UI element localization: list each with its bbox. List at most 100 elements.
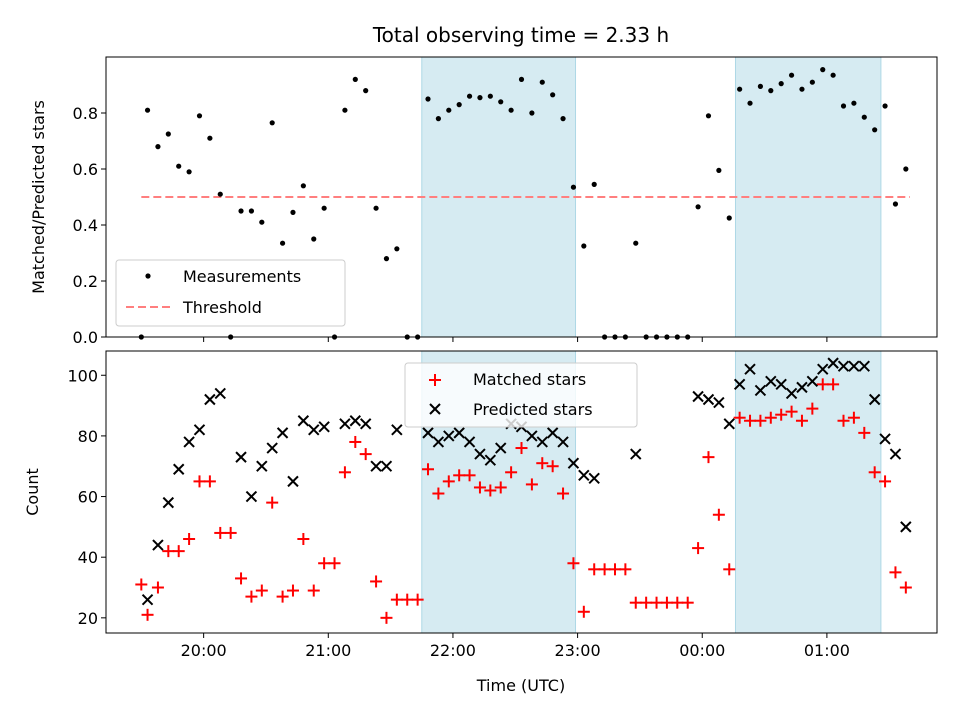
top-y-tick-label: 0.0 [73, 328, 98, 347]
measurement-point [809, 79, 815, 85]
legend-marker-measurements [145, 273, 151, 279]
matched-stars-point [899, 581, 912, 594]
predicted-stars-point [245, 490, 258, 503]
top-panel: 0.00.20.40.60.8 Matched/Predicted stars … [29, 56, 938, 347]
measurement-point [373, 205, 379, 211]
measurement-point [311, 236, 317, 242]
x-tick-label: 23:00 [555, 641, 601, 660]
matched-stars-point [473, 481, 486, 494]
matched-stars-point [567, 557, 580, 570]
top-y-ticks: 0.0 0.2 0.4 0.6 0.8 [73, 104, 106, 347]
top-y-axis-label: Matched/Predicted stars [29, 100, 48, 294]
predicted-stars-point [287, 475, 299, 488]
matched-stars-point [577, 605, 590, 618]
matched-stars-point [619, 563, 632, 576]
predicted-stars-point [173, 463, 185, 475]
matched-stars-point [837, 414, 850, 427]
predicted-stars-point [266, 442, 278, 454]
predicted-stars-point [858, 360, 870, 372]
bottom-y-axis-label: Count [23, 468, 42, 516]
matched-stars-point [494, 481, 507, 494]
bottom-y-tick-label: 60 [78, 488, 98, 507]
matched-stars-point [827, 378, 840, 391]
matched-stars-point [557, 487, 570, 500]
matched-stars-point [432, 487, 445, 500]
measurement-point [207, 135, 213, 141]
x-tick-label: 21:00 [305, 641, 351, 660]
matched-stars-point [640, 596, 653, 609]
matched-stars-point [660, 596, 673, 609]
measurement-point [487, 93, 493, 99]
predicted-stars-point [297, 415, 310, 427]
measurement-point [259, 219, 265, 225]
matched-stars-point [338, 466, 351, 479]
measurement-point [695, 204, 701, 210]
x-tick-label: 20:00 [181, 641, 227, 660]
measurement-point [539, 79, 545, 85]
measurement-point [570, 184, 577, 190]
matched-stars-point [224, 526, 237, 539]
predicted-stars-point [557, 436, 569, 448]
matched-stars-point [692, 542, 705, 555]
measurement-point [342, 107, 348, 113]
measurement-point [518, 76, 525, 82]
measurement-point [477, 95, 483, 101]
matched-stars-point [255, 584, 268, 597]
bottom-axes-frame [105, 350, 938, 634]
matched-stars-point [328, 557, 341, 570]
matched-stars-point [370, 575, 383, 588]
predicted-stars-point [276, 427, 289, 439]
top-y-tick-label: 0.8 [73, 104, 98, 123]
top-y-tick-label: 0.2 [73, 272, 98, 291]
measurement-point [820, 67, 826, 73]
matched-stars-point [411, 593, 424, 606]
matched-stars-point [536, 457, 549, 470]
matched-stars-point [505, 466, 518, 479]
predicted-stars-point [702, 393, 715, 406]
predicted-stars-point [744, 363, 756, 375]
bottom-x-ticks: 20:00 21:00 22:00 23:00 00:00 01:00 [181, 633, 850, 660]
matched-stars-point [266, 496, 279, 509]
measurement-point [882, 103, 888, 109]
x-tick-label: 22:00 [430, 641, 476, 660]
measurement-point [851, 100, 857, 106]
matched-stars-point [608, 563, 621, 576]
measurement-points [138, 67, 909, 340]
predicted-stars-point [380, 460, 393, 472]
measurement-point [238, 208, 244, 214]
matched-stars-point [484, 484, 497, 497]
matched-stars-point [245, 590, 258, 603]
measurement-point [290, 209, 296, 215]
matched-stars-point [276, 590, 289, 603]
bottom-y-ticks: 20 40 60 80 100 [67, 366, 106, 628]
matched-stars-point [723, 563, 736, 576]
measurement-point [435, 116, 441, 122]
measurement-point [903, 166, 909, 172]
predicted-stars-point [339, 418, 351, 430]
matched-stars-point [702, 451, 715, 464]
top-y-tick-label: 0.6 [73, 160, 98, 179]
legend-marker-matched-stars [429, 374, 441, 386]
measurement-point [155, 144, 161, 150]
measurement-point [321, 205, 327, 211]
matched-stars-point [359, 448, 372, 461]
measurement-point [300, 183, 306, 189]
matched-stars-point [588, 563, 601, 576]
predicted-stars-point [183, 436, 195, 448]
legend-label-predicted-stars: Predicted stars [473, 400, 593, 419]
measurement-point [757, 83, 764, 89]
bottom-y-tick-label: 80 [78, 427, 98, 446]
matched-stars-point [546, 460, 559, 473]
matched-stars-point [380, 611, 393, 624]
matched-stars-point [463, 469, 476, 482]
predicted-stars-point [422, 427, 434, 439]
measurement-point [196, 113, 203, 119]
measurement-point [498, 99, 504, 105]
matched-stars-point [297, 533, 310, 545]
matched-stars-point [785, 405, 798, 418]
legend-label-matched-stars: Matched stars [473, 370, 586, 389]
measurement-point [466, 93, 473, 99]
predicted-stars-point [526, 430, 538, 442]
measurement-point [840, 103, 847, 109]
